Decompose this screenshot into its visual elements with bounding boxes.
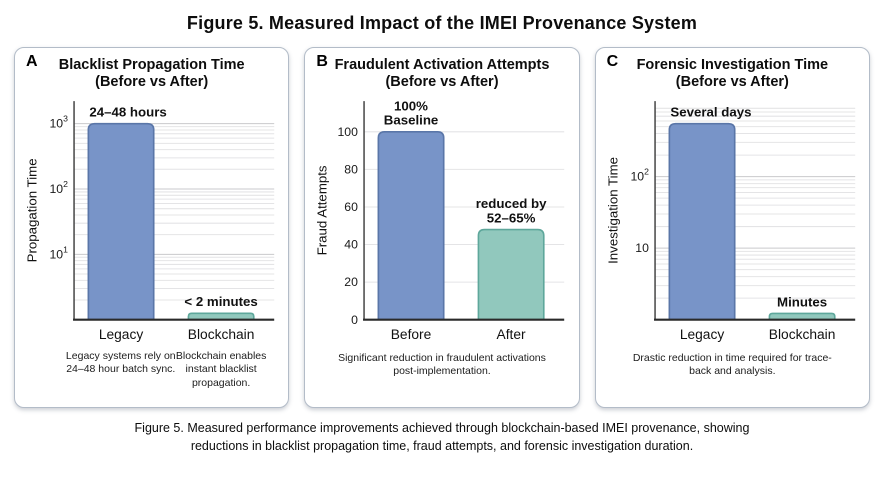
bar-after — [477, 228, 545, 321]
bar-before — [377, 131, 445, 321]
bar-annotation: 24–48 hours — [89, 105, 166, 120]
bar-blockchain — [187, 312, 255, 321]
y-axis-label: Fraud Attempts — [315, 165, 330, 255]
x-category-label: Legacy — [99, 327, 144, 342]
bar-annotation: 52–65% — [487, 211, 536, 226]
y-tick-label: 10 — [635, 241, 649, 255]
panel-letter-b: B — [316, 53, 328, 70]
panel-a: A Blacklist Propagation Time (Before vs … — [14, 47, 290, 408]
y-tick-label: 0 — [351, 313, 358, 327]
bar-blockchain — [768, 312, 836, 321]
chart-canvas-b: 100% Baseline reduced by 52–65% 0 20 40 60 80 100… — [313, 93, 570, 348]
page-title: Figure 5. Measured Impact of the IMEI Pr… — [186, 13, 698, 33]
footnote-legacy: Legacy systems rely on 24–48 hour batch … — [65, 349, 176, 376]
panel-a-title-line2: (Before vs After) — [95, 74, 209, 91]
x-category-label: Before — [391, 327, 432, 342]
x-category-label: Blockchain — [768, 327, 835, 342]
y-axis-label: Investigation Time — [605, 157, 620, 264]
y-tick-label: 40 — [345, 238, 359, 252]
panel-c-title: Forensic Investigation Time (Before vs A… — [604, 57, 861, 91]
bar-legacy — [668, 123, 736, 321]
chart-canvas-a: 24–48 hours < 2 minutes 103 102 101 Propagati… — [23, 93, 280, 348]
panel-b-title: Fraudulent Activation Attempts (Before v… — [313, 57, 570, 91]
figure-caption: Figure 5. Measured performance improveme… — [134, 421, 750, 453]
x-category-label: Legacy — [679, 327, 724, 342]
bar-chart-a: 24–48 hours < 2 minutes 103 102 101 Propagati… — [24, 101, 275, 342]
panel-a-title: Blacklist Propagation Time (Before vs Af… — [23, 57, 280, 91]
panel-c-footnote: Drastic reduction in time required for t… — [632, 351, 832, 378]
panel-letter-c: C — [606, 53, 619, 70]
panel-a-footnotes: Legacy systems rely on 24–48 hour batch … — [23, 350, 280, 394]
bar-annotation: < 2 minutes — [184, 294, 257, 309]
x-category-label: After — [497, 327, 526, 342]
bar-annotation: Minutes — [777, 295, 827, 310]
y-tick-label: 101 — [49, 245, 68, 262]
chart-canvas-c: Several days Minutes 102 10 Investigation Ti… — [604, 93, 861, 348]
bar-legacy — [87, 123, 155, 321]
panels-row: A Blacklist Propagation Time (Before vs … — [0, 47, 884, 408]
x-category-label: Blockchain — [188, 327, 255, 342]
panel-b-footnote: Significant reduction in fraudulent acti… — [338, 351, 546, 378]
panel-b-title-line2: (Before vs After) — [385, 74, 499, 91]
bar-annotation: Several days — [670, 105, 751, 120]
panel-letter-a: A — [26, 53, 38, 70]
y-tick-label: 102 — [49, 179, 68, 196]
panel-a-title-line1: Blacklist Propagation Time — [58, 57, 245, 73]
y-tick-label: 80 — [345, 163, 359, 177]
footnote-blockchain: Blockchain enables instant blacklist pro… — [175, 349, 267, 389]
panel-c-title-line2: (Before vs After) — [675, 74, 789, 91]
bar-annotation: Baseline — [384, 113, 439, 128]
y-axis-label: Propagation Time — [24, 159, 39, 263]
panel-c: C Forensic Investigation Time (Before vs… — [594, 47, 870, 408]
bar-annotation: reduced by — [476, 196, 547, 211]
bar-chart-c: Several days Minutes 102 10 Investigation Ti… — [605, 101, 855, 342]
y-tick-label: 20 — [345, 275, 359, 289]
panel-b: B Fraudulent Activation Attempts (Before… — [304, 47, 580, 408]
y-tick-label: 103 — [49, 114, 68, 131]
y-tick-label: 60 — [345, 200, 359, 214]
y-tick-label: 100 — [338, 125, 359, 139]
y-tick-label: 102 — [630, 167, 649, 184]
bar-annotation: 100% — [394, 99, 428, 114]
panel-c-title-line1: Forensic Investigation Time — [636, 57, 829, 73]
panel-b-title-line1: Fraudulent Activation Attempts — [334, 57, 550, 73]
